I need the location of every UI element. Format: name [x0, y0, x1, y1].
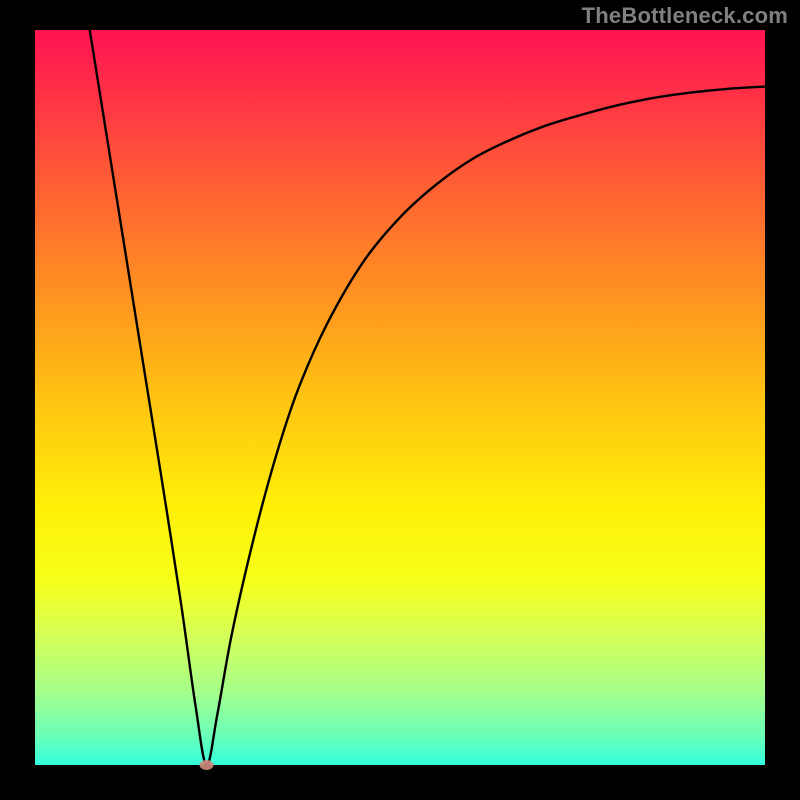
minimum-marker	[200, 760, 214, 770]
plot-background	[35, 30, 765, 765]
bottleneck-chart	[0, 0, 800, 800]
chart-frame: TheBottleneck.com	[0, 0, 800, 800]
watermark-label: TheBottleneck.com	[582, 3, 788, 29]
